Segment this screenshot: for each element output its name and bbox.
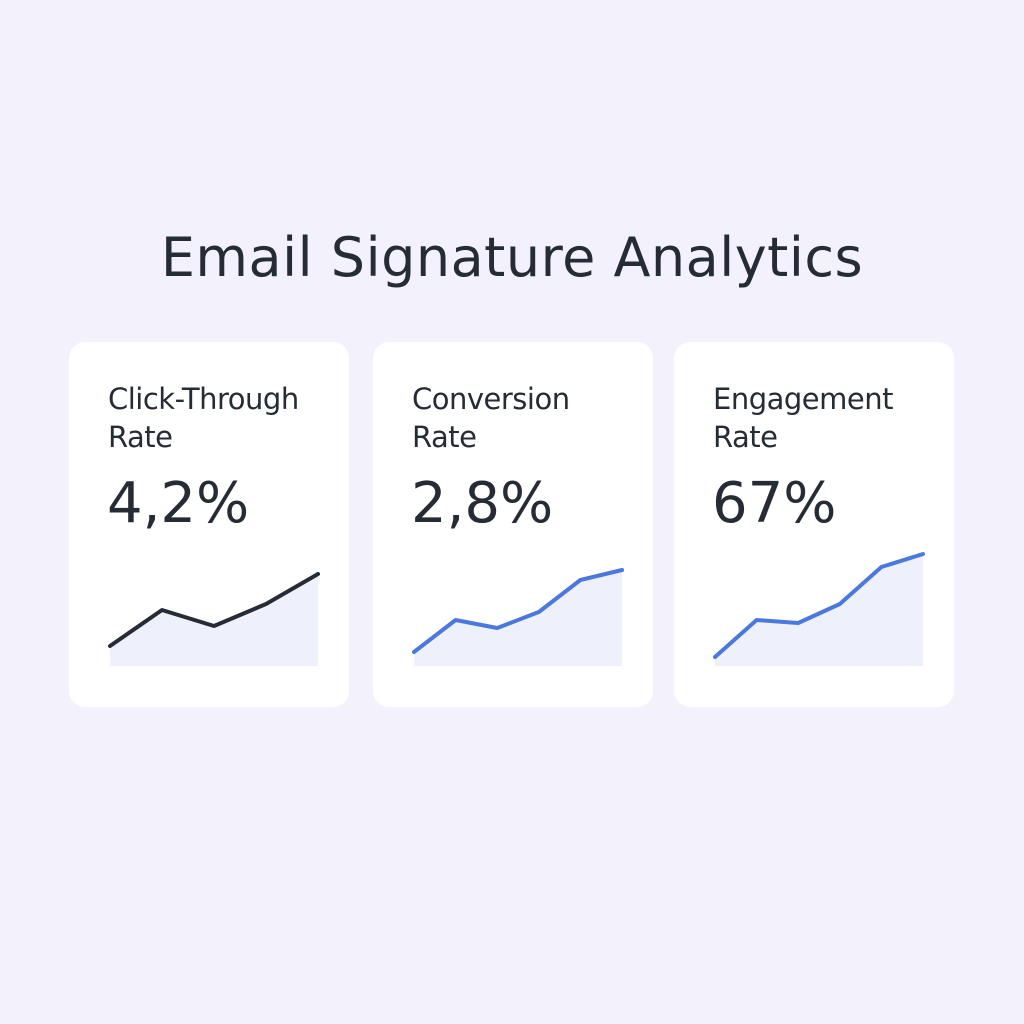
metric-value: 4,2% xyxy=(107,471,250,536)
metric-label: Conversion Rate xyxy=(412,382,570,454)
sparkline xyxy=(108,572,320,666)
metric-card: Engagement Rate 67% xyxy=(674,342,954,707)
sparkline xyxy=(412,568,624,666)
sparkline-area xyxy=(414,570,622,666)
page-title: Email Signature Analytics xyxy=(160,226,864,289)
metric-label: Engagement Rate xyxy=(713,382,893,454)
sparkline-line xyxy=(713,552,925,659)
metric-value: 2,8% xyxy=(411,471,554,536)
metric-card: Conversion Rate 2,8% xyxy=(373,342,653,707)
metric-value: 67% xyxy=(712,471,837,536)
sparkline-area xyxy=(715,554,923,666)
metric-label: Click-Through Rate xyxy=(108,382,299,454)
sparkline-line xyxy=(108,572,320,648)
metric-card: Click-Through Rate 4,2% xyxy=(69,342,349,707)
sparkline-line xyxy=(412,568,624,654)
sparkline xyxy=(713,552,925,666)
sparkline-area xyxy=(110,574,318,666)
